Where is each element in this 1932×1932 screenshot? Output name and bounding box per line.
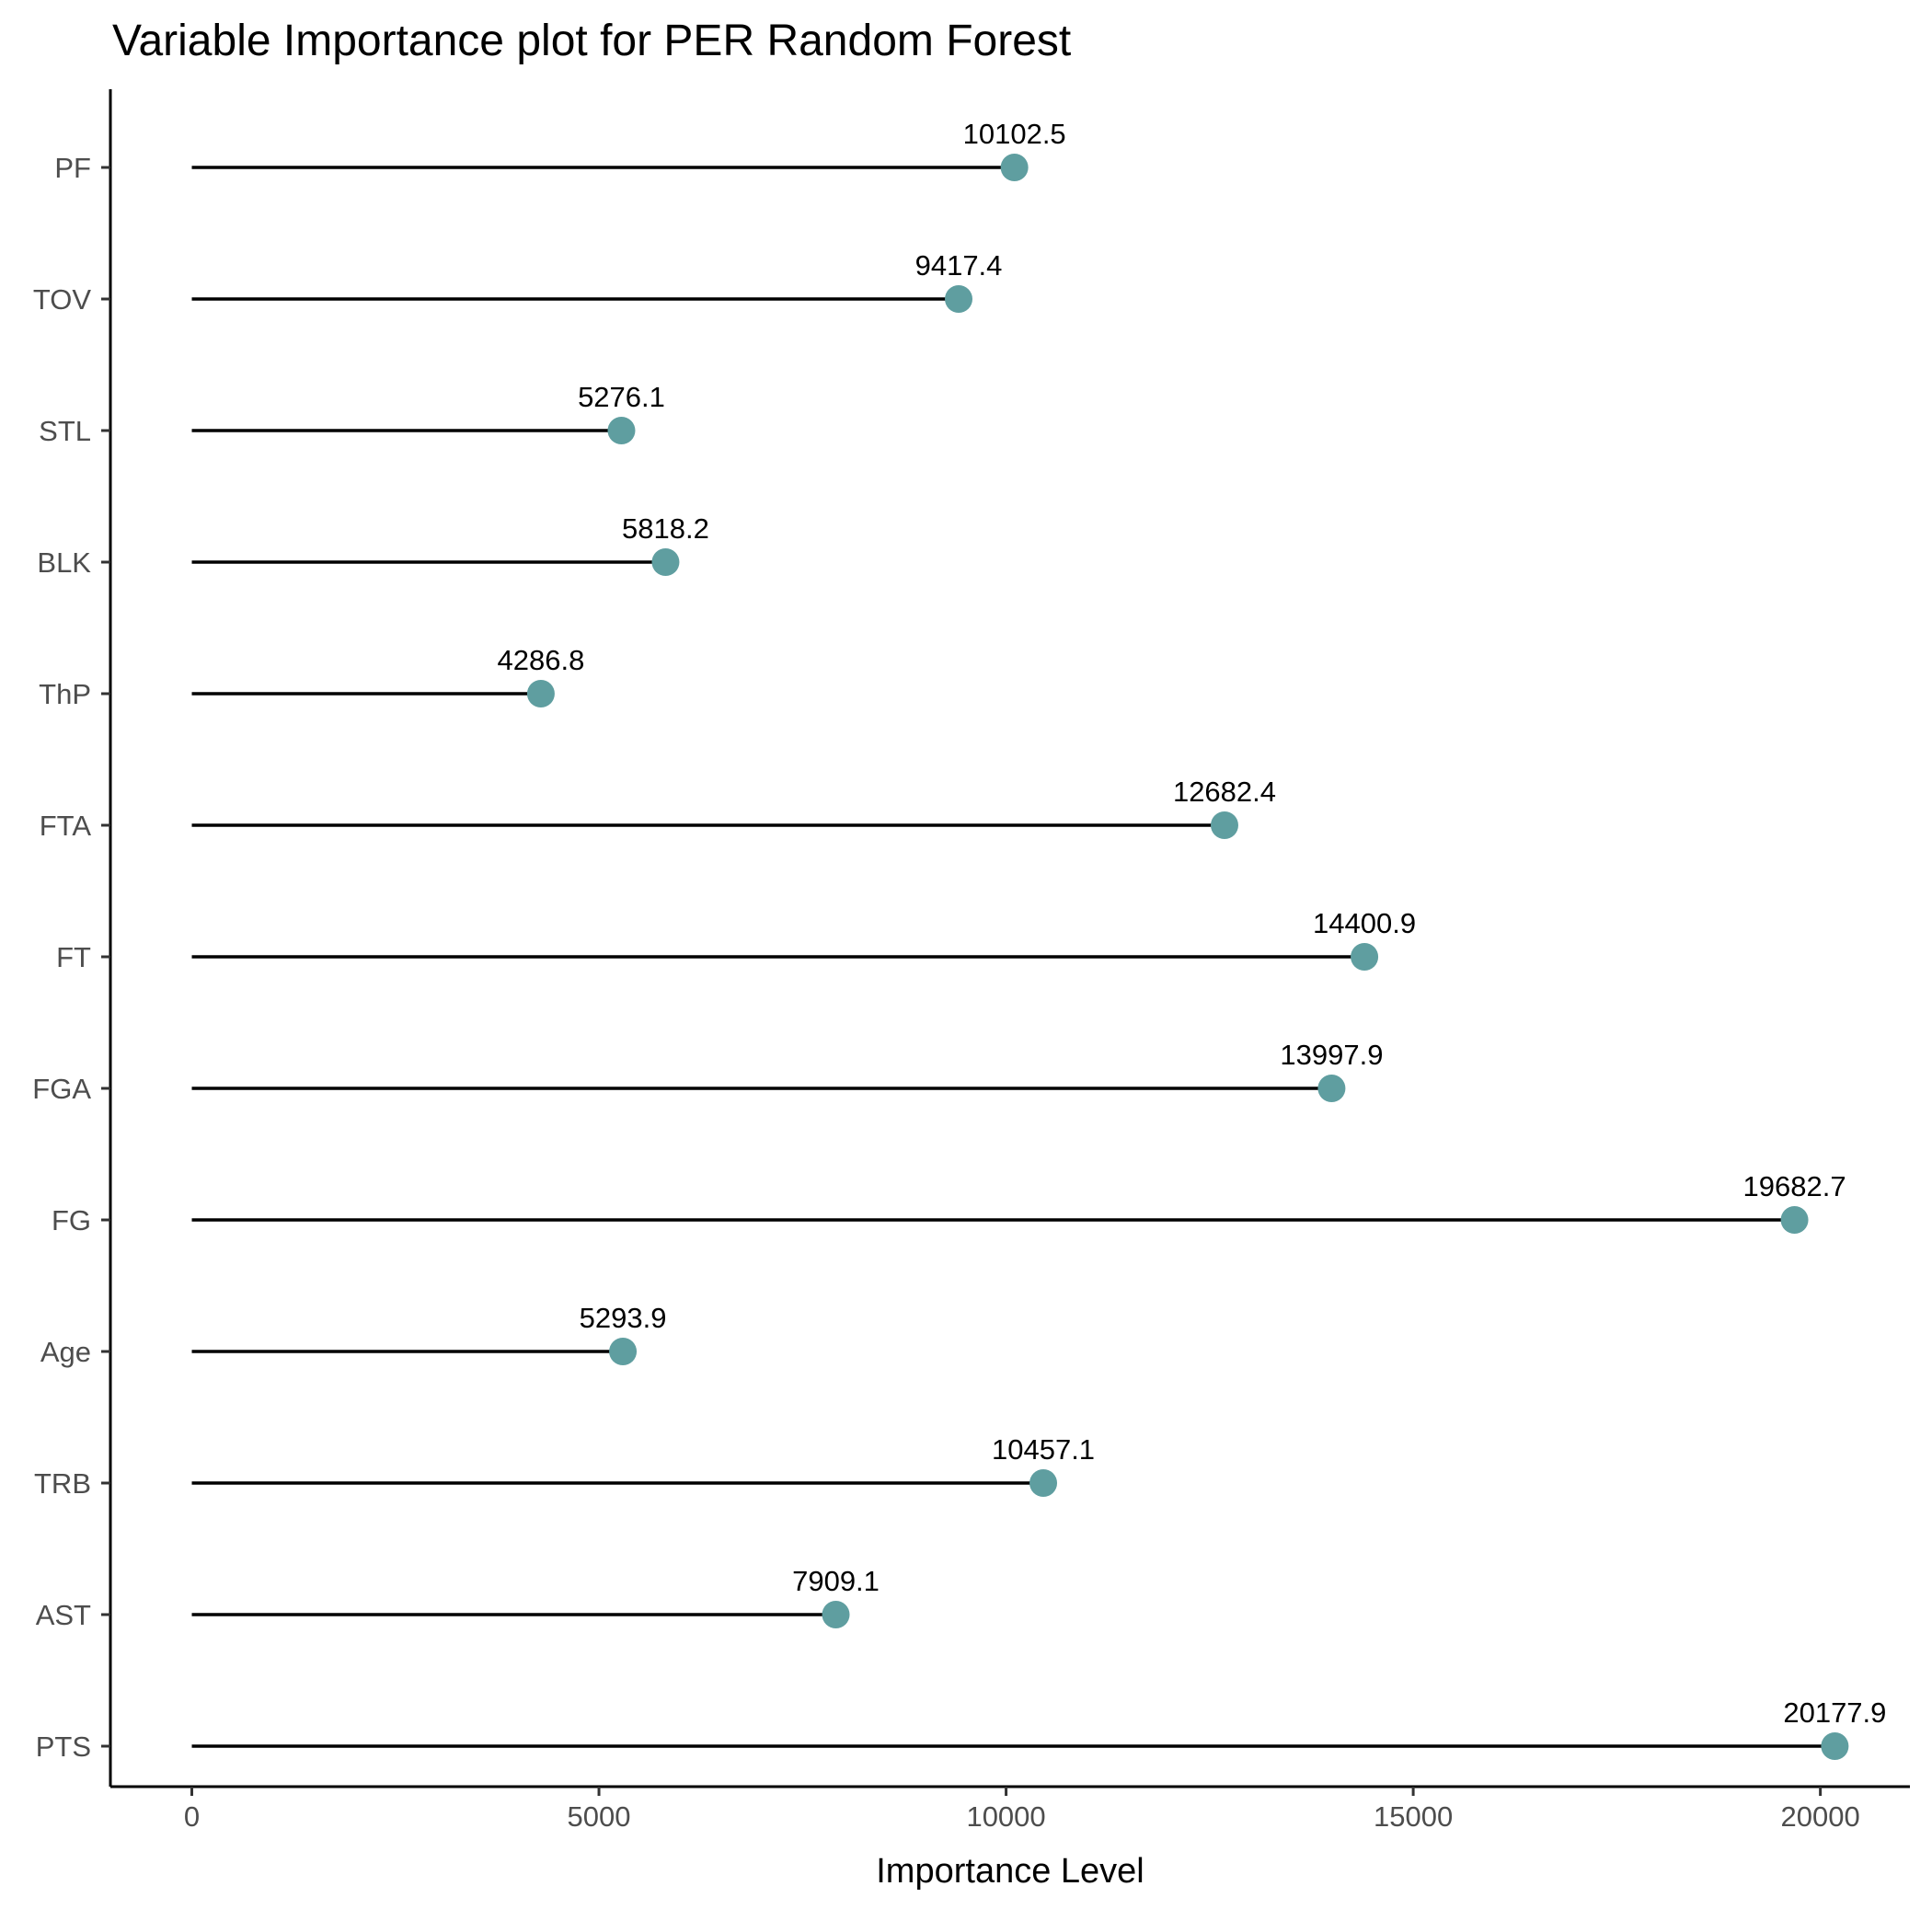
- value-label-trb: 10457.1: [992, 1433, 1095, 1466]
- y-tick-label-tov: TOV: [33, 283, 91, 316]
- y-tick-label-fta: FTA: [40, 810, 92, 842]
- y-tick-label-fg: FG: [52, 1204, 91, 1236]
- x-tick-label-5000: 5000: [568, 1800, 631, 1833]
- x-tick-label-20000: 20000: [1781, 1800, 1860, 1833]
- y-tick-label-ft: FT: [56, 941, 91, 973]
- y-tick-label-stl: STL: [39, 415, 91, 447]
- point-fg: [1780, 1206, 1809, 1234]
- value-label-fga: 13997.9: [1280, 1039, 1383, 1071]
- point-fta: [1210, 811, 1238, 839]
- chart-title: Variable Importance plot for PER Random …: [112, 17, 1071, 65]
- plot-area: 10102.5 9417.4 5276.1 5818.2 4286.8 12682.4 14…: [191, 118, 1886, 1760]
- y-tick-label-age: Age: [40, 1336, 91, 1368]
- point-ft: [1351, 943, 1379, 971]
- x-tick-label-15000: 15000: [1374, 1800, 1453, 1833]
- value-label-thp: 4286.8: [498, 644, 585, 676]
- value-label-pf: 10102.5: [963, 118, 1066, 150]
- point-trb: [1029, 1469, 1058, 1497]
- point-pf: [1000, 154, 1029, 181]
- value-label-age: 5293.9: [580, 1302, 667, 1334]
- point-thp: [526, 680, 555, 707]
- value-label-fg: 19682.7: [1743, 1170, 1846, 1202]
- value-label-stl: 5276.1: [578, 381, 665, 413]
- value-label-ast: 7909.1: [792, 1565, 880, 1597]
- x-tick-label-10000: 10000: [966, 1800, 1045, 1833]
- y-tick-label-pts: PTS: [36, 1731, 91, 1763]
- y-tick-label-thp: ThP: [39, 678, 91, 710]
- value-label-ft: 14400.9: [1313, 907, 1416, 939]
- point-blk: [651, 548, 680, 576]
- point-tov: [945, 285, 973, 313]
- value-label-pts: 20177.9: [1783, 1696, 1886, 1729]
- y-tick-label-ast: AST: [36, 1599, 91, 1631]
- point-ast: [822, 1601, 850, 1628]
- y-tick-label-trb: TRB: [34, 1467, 91, 1500]
- point-fga: [1317, 1075, 1346, 1102]
- x-axis: 0 5000 10000 15000 20000: [184, 1787, 1860, 1833]
- point-stl: [607, 417, 636, 444]
- y-tick-label-pf: PF: [54, 152, 91, 184]
- y-axis: PF TOV STL BLK ThP FTA FT FGA FG Age TRB AST PTS: [32, 152, 110, 1763]
- x-axis-title: Importance Level: [876, 1852, 1144, 1891]
- value-label-fta: 12682.4: [1173, 776, 1276, 808]
- point-pts: [1821, 1732, 1849, 1760]
- y-tick-label-blk: BLK: [37, 546, 91, 579]
- value-label-tov: 9417.4: [915, 249, 1003, 282]
- point-age: [609, 1338, 638, 1365]
- x-tick-label-0: 0: [184, 1800, 200, 1833]
- y-tick-label-fga: FGA: [32, 1073, 91, 1105]
- value-label-blk: 5818.2: [622, 512, 709, 545]
